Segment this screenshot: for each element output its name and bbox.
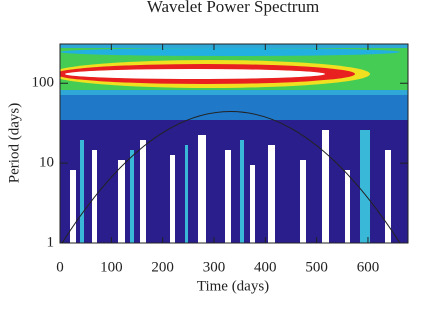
- axes: 0 100 200 300 400 500 600 1 10 100: [32, 44, 408, 275]
- field-blob: [60, 48, 400, 56]
- field-band: [60, 95, 408, 120]
- field-streaks: [80, 130, 370, 243]
- x-tick-label: 600: [357, 259, 380, 275]
- y-tick-label: 1: [47, 234, 55, 250]
- chart-title: Wavelet Power Spectrum: [147, 0, 319, 16]
- x-axis-title: Time (days): [197, 278, 269, 294]
- x-tick-label: 100: [100, 259, 123, 275]
- x-tick-label: 200: [151, 259, 174, 275]
- power-field: [60, 44, 408, 243]
- plot-frame: [59, 43, 409, 244]
- x-tick-label: 500: [305, 259, 328, 275]
- x-tick-label: 0: [56, 259, 64, 275]
- cone-of-influence: [61, 111, 401, 243]
- y-tick-label: 100: [32, 75, 55, 91]
- y-tick-label: 10: [39, 155, 54, 171]
- x-tick-label: 300: [203, 259, 226, 275]
- x-tick-label: 400: [254, 259, 277, 275]
- field-blob: [65, 69, 325, 79]
- y-axis-title: Period (days): [6, 103, 22, 183]
